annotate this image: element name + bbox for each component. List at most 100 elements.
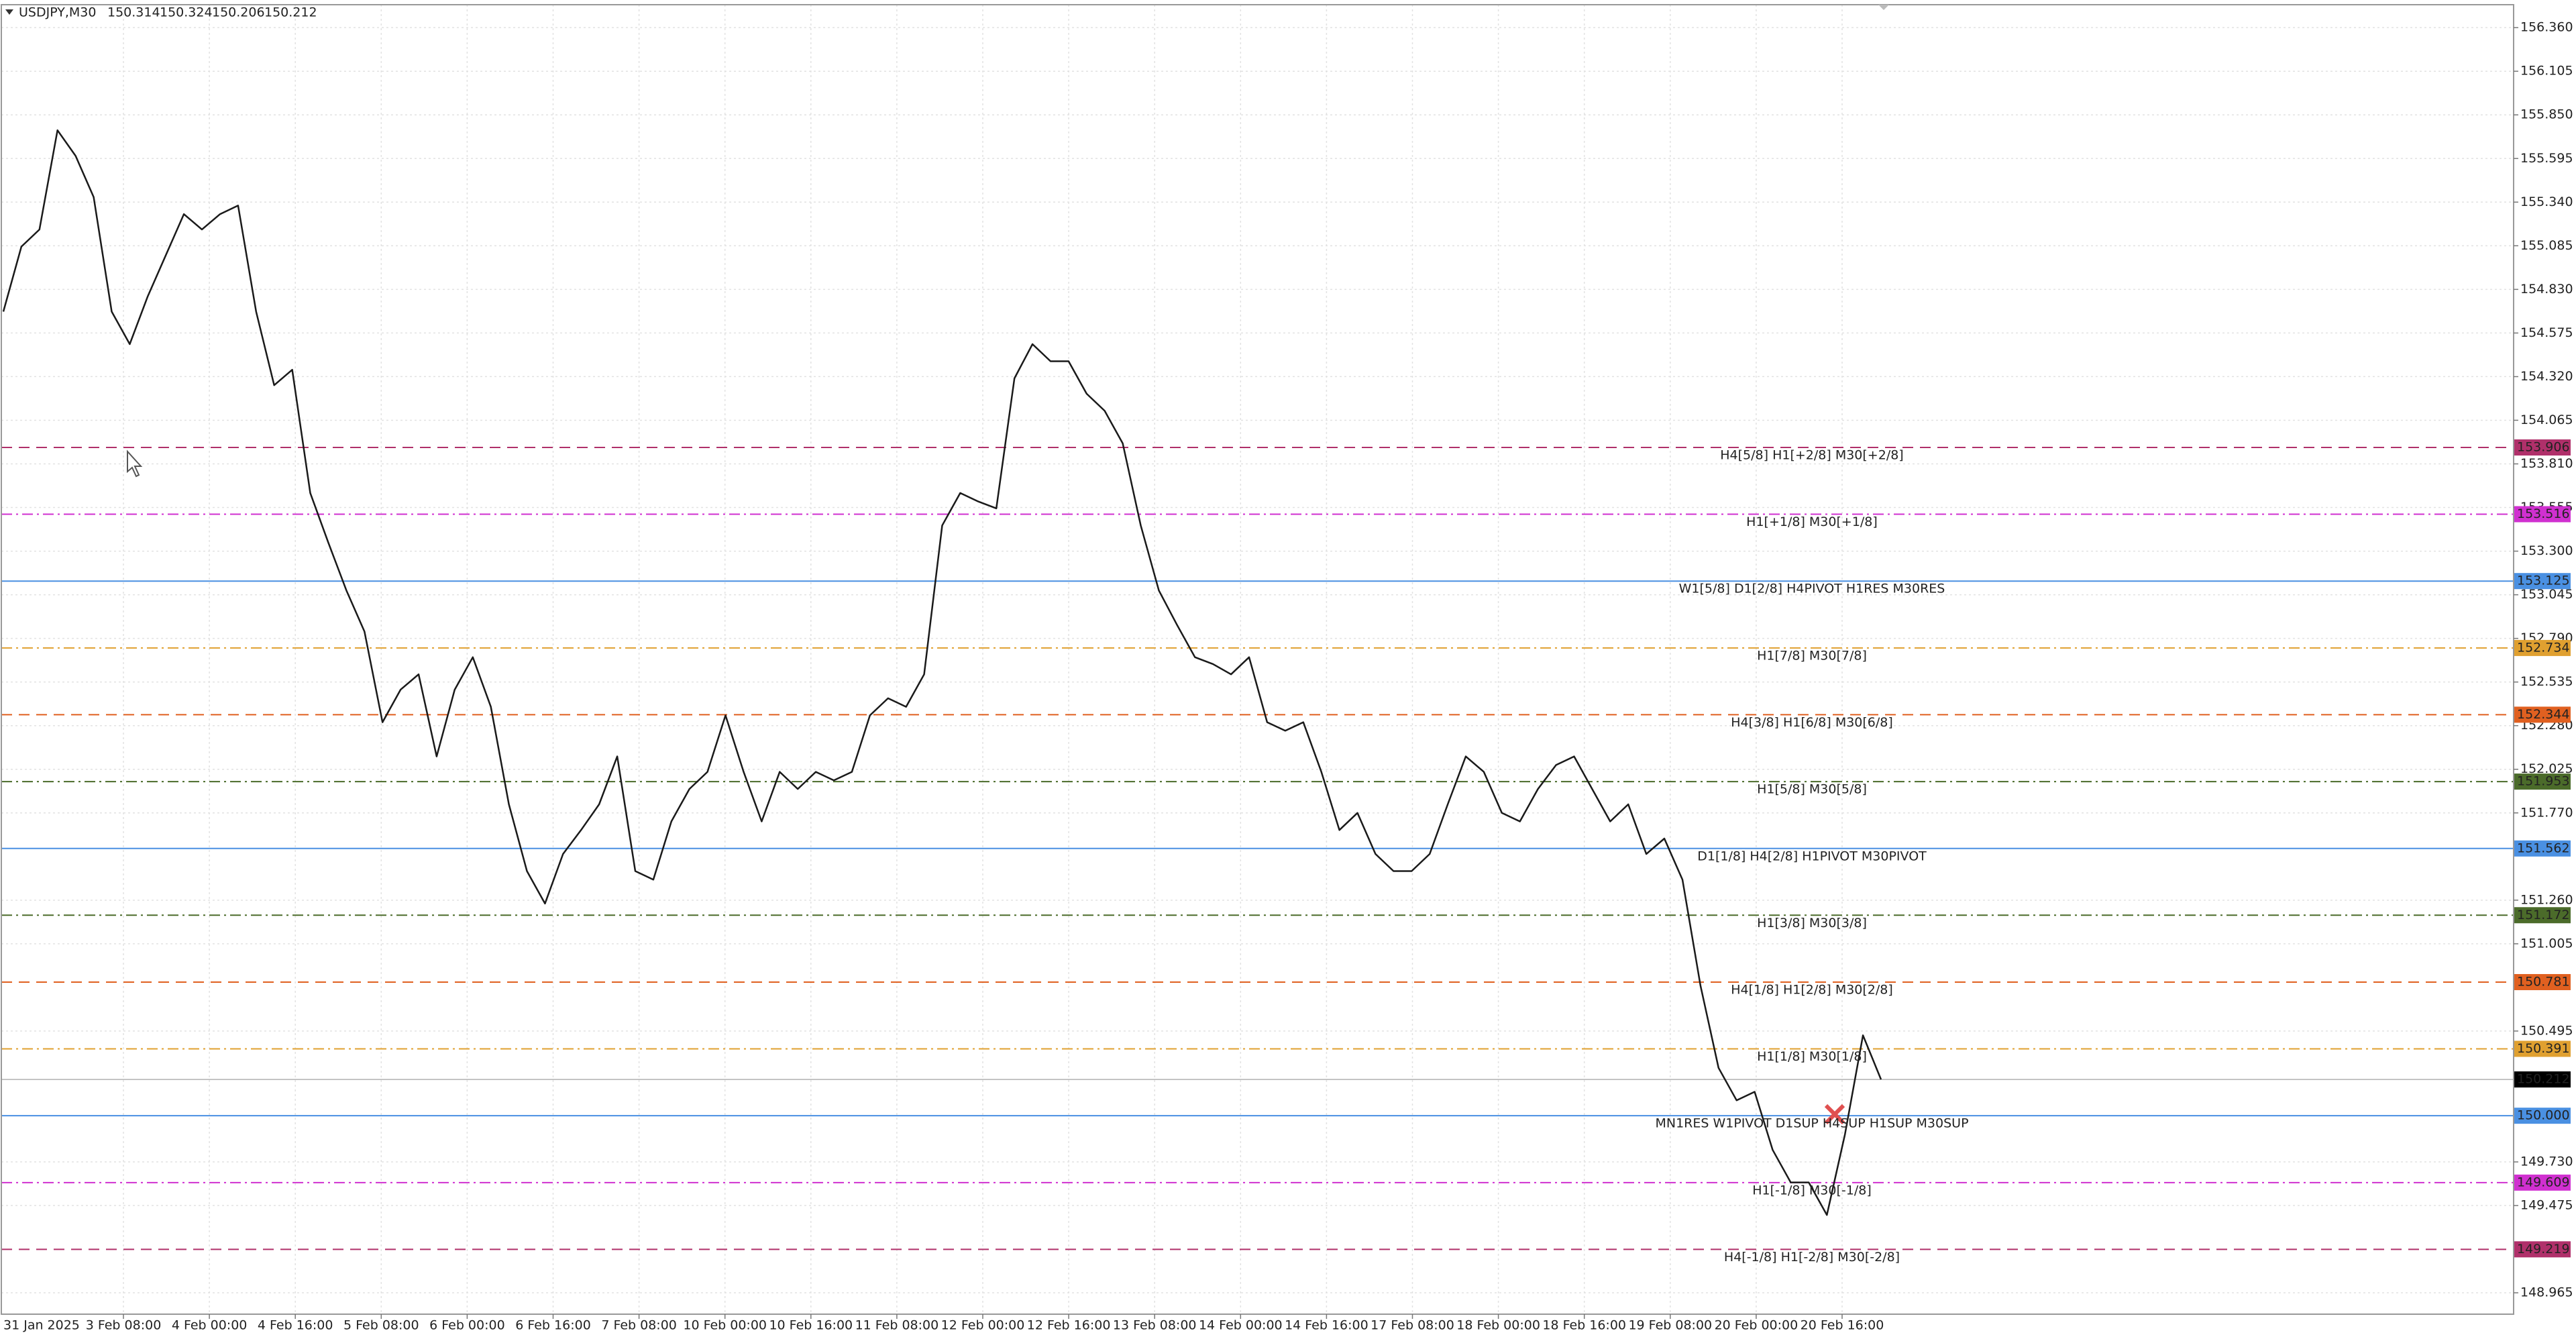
series bbox=[2, 129, 1882, 1216]
level-label: H1[+1/8] M30[+1/8] bbox=[1746, 515, 1878, 529]
y-tick-label: 152.025 bbox=[2520, 761, 2573, 776]
level-price-label: 150.000 bbox=[2517, 1108, 2570, 1123]
level-label: H4[1/8] H1[2/8] M30[2/8] bbox=[1731, 982, 1893, 997]
y-tick-label: 149.730 bbox=[2520, 1155, 2573, 1169]
x-tick-label: 3 Feb 08:00 bbox=[86, 1318, 162, 1333]
x-tick-label: 7 Feb 08:00 bbox=[601, 1318, 677, 1333]
y-tick-label: 155.340 bbox=[2520, 195, 2573, 209]
y-tick-label: 153.810 bbox=[2520, 456, 2573, 471]
y-tick-label: 155.850 bbox=[2520, 107, 2573, 122]
x-tick-label: 13 Feb 08:00 bbox=[1113, 1318, 1197, 1333]
x-tick-label: 20 Feb 00:00 bbox=[1715, 1318, 1799, 1333]
ohlc-value: 150.314 bbox=[107, 5, 160, 20]
level-price-label: 152.344 bbox=[2517, 707, 2570, 722]
ohlc-value: 150.212 bbox=[264, 5, 317, 20]
level-price-box bbox=[2514, 573, 2571, 590]
x-tick-label: 18 Feb 00:00 bbox=[1456, 1318, 1540, 1333]
x-tick-label: 12 Feb 16:00 bbox=[1027, 1318, 1111, 1333]
y-tick-label: 153.300 bbox=[2520, 543, 2573, 558]
level-price-box bbox=[2514, 1174, 2571, 1191]
level-price-box bbox=[2514, 973, 2571, 990]
level-price-label: 153.125 bbox=[2517, 574, 2570, 588]
x-tick-label: 6 Feb 00:00 bbox=[429, 1318, 505, 1333]
ohlc-value: 150.206 bbox=[212, 5, 265, 20]
level-price-label: 150.781 bbox=[2517, 974, 2570, 989]
y-tick-label: 156.360 bbox=[2520, 20, 2573, 35]
price-line bbox=[2, 129, 1882, 1216]
y-tick-label: 154.320 bbox=[2520, 369, 2573, 384]
level-price-label: 153.516 bbox=[2517, 506, 2570, 521]
level-price-box bbox=[2514, 1108, 2571, 1124]
level-price-box bbox=[2514, 907, 2571, 924]
x-tick-label: 12 Feb 00:00 bbox=[941, 1318, 1025, 1333]
level-price-box bbox=[2514, 1241, 2571, 1258]
symbol-title: USDJPY,M30 bbox=[19, 5, 96, 20]
y-tick-label: 149.475 bbox=[2520, 1198, 2573, 1213]
level-price-label: 150.391 bbox=[2517, 1041, 2570, 1056]
y-tick-label: 154.830 bbox=[2520, 282, 2573, 297]
level-label: W1[5/8] D1[2/8] H4PIVOT H1RES M30RES bbox=[1679, 582, 1945, 596]
level-label: H1[1/8] M30[1/8] bbox=[1757, 1049, 1867, 1064]
level-label: H1[-1/8] M30[-1/8] bbox=[1752, 1183, 1872, 1197]
level-price-box bbox=[2514, 840, 2571, 857]
y-tick-label: 152.535 bbox=[2520, 674, 2573, 689]
y-tick-label: 156.105 bbox=[2520, 64, 2573, 78]
y-tick-label: 150.495 bbox=[2520, 1023, 2573, 1038]
level-label: H1[3/8] M30[3/8] bbox=[1757, 916, 1867, 930]
level-price-label: 149.609 bbox=[2517, 1175, 2570, 1189]
y-tick-label: 148.965 bbox=[2520, 1285, 2573, 1300]
y-tick-label: 151.005 bbox=[2520, 936, 2573, 951]
x-tick-label: 17 Feb 08:00 bbox=[1371, 1318, 1454, 1333]
y-tick-label: 154.575 bbox=[2520, 325, 2573, 340]
y-tick-label: 151.770 bbox=[2520, 805, 2573, 820]
x-tick-label: 6 Feb 16:00 bbox=[515, 1318, 591, 1333]
mouse-cursor bbox=[127, 449, 143, 478]
level-price-label: 151.953 bbox=[2517, 774, 2570, 789]
x-tick-label: 10 Feb 16:00 bbox=[769, 1318, 853, 1333]
x-tick-label: 20 Feb 16:00 bbox=[1801, 1318, 1884, 1333]
level-price-label: 149.219 bbox=[2517, 1242, 2570, 1256]
x-tick-label: 14 Feb 00:00 bbox=[1199, 1318, 1283, 1333]
shift-marker[interactable] bbox=[1878, 5, 1889, 10]
level-price-label: 151.172 bbox=[2517, 908, 2570, 922]
level-label: MN1RES W1PIVOT D1SUP H4SUP H1SUP M30SUP bbox=[1655, 1116, 1968, 1131]
level-label: H1[5/8] M30[5/8] bbox=[1757, 782, 1867, 797]
x-tick-label: 4 Feb 00:00 bbox=[172, 1318, 248, 1333]
x-tick-label: 11 Feb 08:00 bbox=[855, 1318, 939, 1333]
level-price-box bbox=[2514, 773, 2571, 790]
level-price-box bbox=[2514, 439, 2571, 456]
current-price-label: 150.212 bbox=[2517, 1072, 2570, 1087]
x-tick-label: 19 Feb 08:00 bbox=[1628, 1318, 1712, 1333]
level-label: H4[-1/8] H1[-2/8] M30[-2/8] bbox=[1724, 1250, 1900, 1265]
x-tick-label: 18 Feb 16:00 bbox=[1542, 1318, 1626, 1333]
x-tick-label: 4 Feb 16:00 bbox=[258, 1318, 333, 1333]
current-price-box bbox=[2514, 1071, 2571, 1088]
x-tick-label: 14 Feb 16:00 bbox=[1285, 1318, 1368, 1333]
x-tick-label: 5 Feb 08:00 bbox=[343, 1318, 419, 1333]
x-tick-label: 31 Jan 2025 bbox=[3, 1318, 80, 1333]
level-label: H1[7/8] M30[7/8] bbox=[1757, 648, 1867, 663]
level-price-box bbox=[2514, 1040, 2571, 1057]
plot-frame bbox=[1, 4, 2514, 1315]
level-label: D1[1/8] H4[2/8] H1PIVOT M30PIVOT bbox=[1697, 849, 1927, 863]
y-tick-label: 153.045 bbox=[2520, 587, 2573, 602]
y-tick-label: 155.085 bbox=[2520, 238, 2573, 253]
ohlc-value: 150.324 bbox=[160, 5, 213, 20]
symbol-menu-icon[interactable] bbox=[5, 9, 13, 15]
level-price-label: 151.562 bbox=[2517, 841, 2570, 855]
level-price-label: 153.906 bbox=[2517, 440, 2570, 455]
y-tick-label: 154.065 bbox=[2520, 413, 2573, 427]
x-tick-label: 10 Feb 00:00 bbox=[683, 1318, 767, 1333]
level-price-label: 152.734 bbox=[2517, 640, 2570, 655]
level-price-box bbox=[2514, 706, 2571, 723]
level-label: H4[5/8] H1[+2/8] M30[+2/8] bbox=[1720, 448, 1903, 463]
y-tick-label: 155.595 bbox=[2520, 151, 2573, 166]
red-cross-marker bbox=[1824, 1104, 1845, 1125]
level-price-box bbox=[2514, 506, 2571, 523]
level-price-box bbox=[2514, 639, 2571, 656]
levels bbox=[1, 447, 2514, 1250]
level-label: H4[3/8] H1[6/8] M30[6/8] bbox=[1731, 715, 1893, 730]
